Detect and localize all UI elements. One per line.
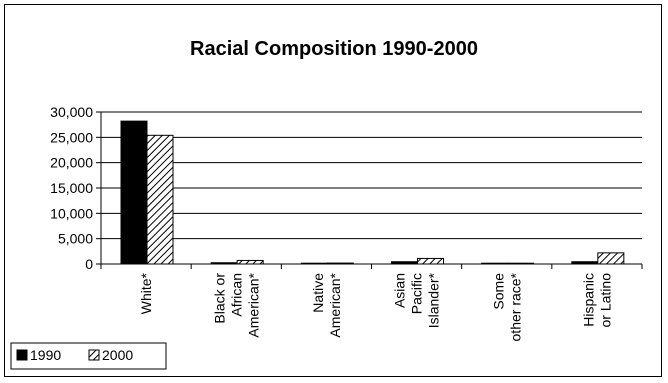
y-tick-label: 25,000 [50, 129, 93, 145]
category-label: Hispanicor Latino [580, 273, 613, 328]
legend-swatch-2000 [88, 349, 100, 361]
category-label: White* [138, 272, 154, 314]
chart-title: Racial Composition 1990-2000 [190, 38, 478, 60]
category-label: Someother race* [490, 272, 523, 341]
legend-label-2000: 2000 [102, 347, 133, 363]
y-tick-label: 0 [85, 256, 93, 272]
y-tick-label: 30,000 [50, 104, 93, 120]
bar-1990 [120, 120, 148, 265]
bar-2000 [417, 257, 444, 265]
bar-2000 [236, 259, 264, 265]
y-tick-label: 5,000 [58, 231, 93, 247]
legend: 1990 2000 [10, 342, 167, 370]
bar-2000 [597, 252, 625, 265]
legend-swatch-1990 [16, 349, 28, 361]
category-label: NativeAmerican* [310, 272, 343, 337]
category-label: Black orAfricanAmerican* [211, 272, 261, 337]
y-tick-label: 15,000 [50, 180, 93, 196]
legend-label-1990: 1990 [30, 347, 61, 363]
chart-frame [4, 4, 662, 377]
y-tick-label: 20,000 [50, 155, 93, 171]
category-label: AsianPacificIslander* [392, 272, 442, 328]
y-tick-label: 10,000 [50, 205, 93, 221]
bar-2000 [146, 134, 174, 265]
